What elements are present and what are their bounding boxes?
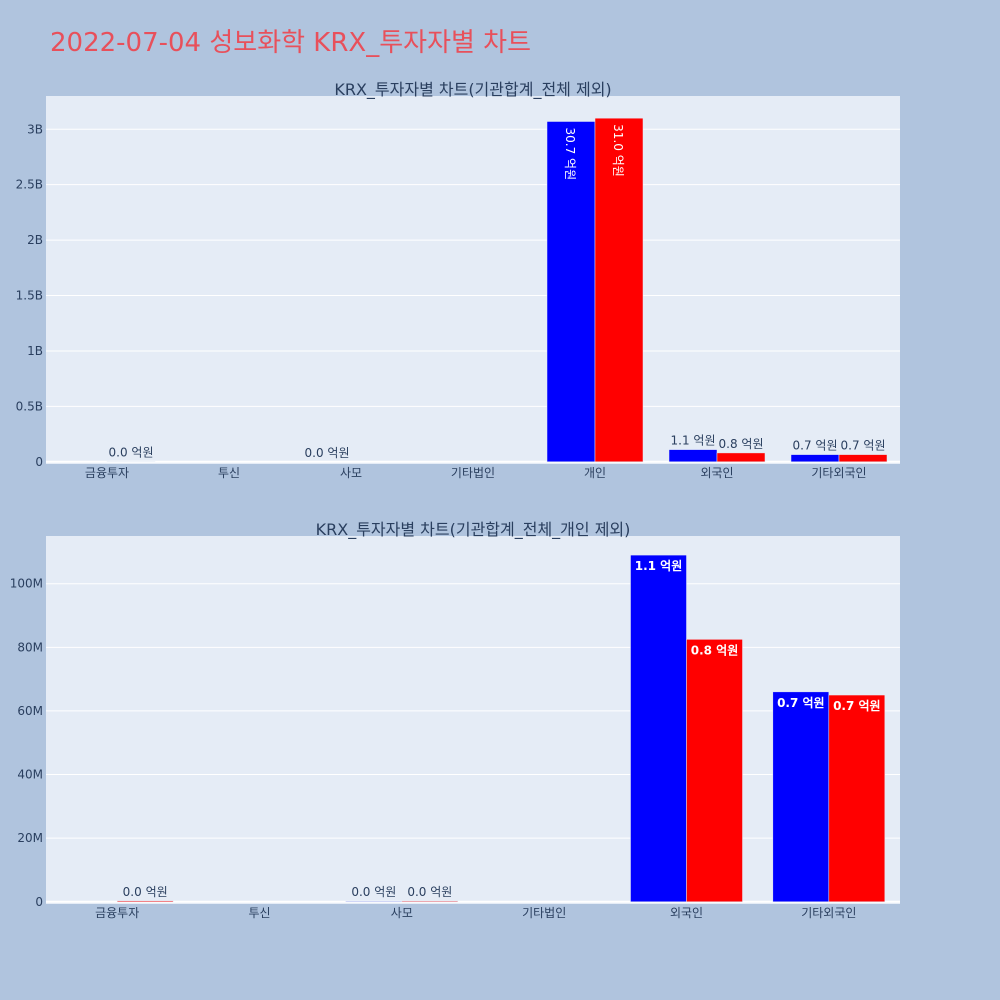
plot-background — [46, 96, 900, 464]
data-label: 0.8 억원 — [691, 643, 739, 657]
chart-title: KRX_투자자별 차트(기관합계_전체_개인 제외) — [316, 520, 631, 540]
y-tick-label: 40M — [17, 768, 43, 782]
y-tick-label: 2B — [27, 233, 43, 247]
y-tick-label: 2.5B — [16, 178, 43, 192]
data-label: 0.8 억원 — [719, 437, 764, 451]
y-tick-label: 0.5B — [16, 399, 43, 413]
bar-series-2 — [838, 454, 888, 463]
x-tick-label: 사모 — [340, 466, 362, 480]
y-tick-label: 60M — [17, 704, 43, 718]
y-tick-label: 0 — [35, 455, 43, 469]
bar-series-1 — [345, 900, 403, 903]
data-label: 1.1 억원 — [635, 559, 683, 573]
bar-series-2 — [686, 639, 743, 903]
y-tick-label: 20M — [17, 831, 43, 845]
x-tick-label: 투신 — [218, 466, 240, 480]
x-tick-label: 금융투자 — [85, 466, 129, 480]
bar-series-2 — [116, 900, 174, 903]
x-tick-label: 기타외국인 — [811, 466, 866, 480]
chart-title: KRX_투자자별 차트(기관합계_전체 제외) — [334, 80, 611, 100]
data-label: 1.1 억원 — [671, 434, 716, 448]
chart-panel-1: 0 0.5B 1B 1.5B 2B 2.5B 3B KRX_투자자별 차트(기관합계_전체 제… — [16, 80, 900, 480]
data-label: 31.0 억원 — [611, 124, 625, 177]
data-label: 0.0 억원 — [123, 885, 168, 899]
data-label: 0.7 억원 — [833, 699, 881, 713]
data-label: 0.0 억원 — [407, 885, 452, 899]
bar-series-1 — [630, 554, 687, 903]
y-tick-label: 1B — [27, 344, 43, 358]
bar-series-1 — [790, 454, 840, 463]
x-tick-label: 기타법인 — [522, 906, 566, 920]
x-tick-label: 금융투자 — [95, 906, 139, 920]
bar-series-2 — [716, 452, 766, 463]
x-tick-label: 개인 — [584, 466, 606, 480]
x-tick-label: 투신 — [248, 906, 270, 920]
bar-series-2 — [828, 694, 886, 903]
bar-series-1 — [668, 449, 718, 463]
x-tick-label: 외국인 — [700, 466, 733, 480]
data-label: 0.0 억원 — [351, 885, 396, 899]
x-tick-label: 외국인 — [670, 906, 703, 920]
bar-series-2 — [594, 117, 644, 463]
data-label: 0.7 억원 — [793, 439, 838, 453]
bar-series-2 — [401, 900, 459, 903]
bar-series-1 — [772, 691, 830, 903]
x-tick-label: 기타법인 — [451, 466, 495, 480]
y-tick-label: 100M — [10, 577, 43, 591]
data-label: 0.7 억원 — [841, 439, 886, 453]
y-tick-label: 3B — [27, 122, 43, 136]
data-label: 0.0 억원 — [305, 446, 350, 460]
data-label: 0.7 억원 — [777, 696, 825, 710]
page-title: 2022-07-04 성보화학 KRX_투자자별 차트 — [50, 28, 532, 58]
data-label: 30.7 억원 — [563, 127, 577, 180]
x-tick-label: 사모 — [391, 906, 413, 920]
y-tick-label: 80M — [17, 640, 43, 654]
y-tick-label: 0 — [35, 895, 43, 909]
chart-panel-2: 0 20M 40M 60M 80M 100M KRX_투자자별 차트(기관합계_전체_개인 … — [10, 520, 900, 920]
plot-background — [46, 536, 900, 904]
y-tick-label: 1.5B — [16, 289, 43, 303]
data-label: 0.0 억원 — [109, 446, 154, 460]
x-tick-label: 기타외국인 — [801, 906, 856, 920]
bar-series-1 — [546, 121, 596, 463]
